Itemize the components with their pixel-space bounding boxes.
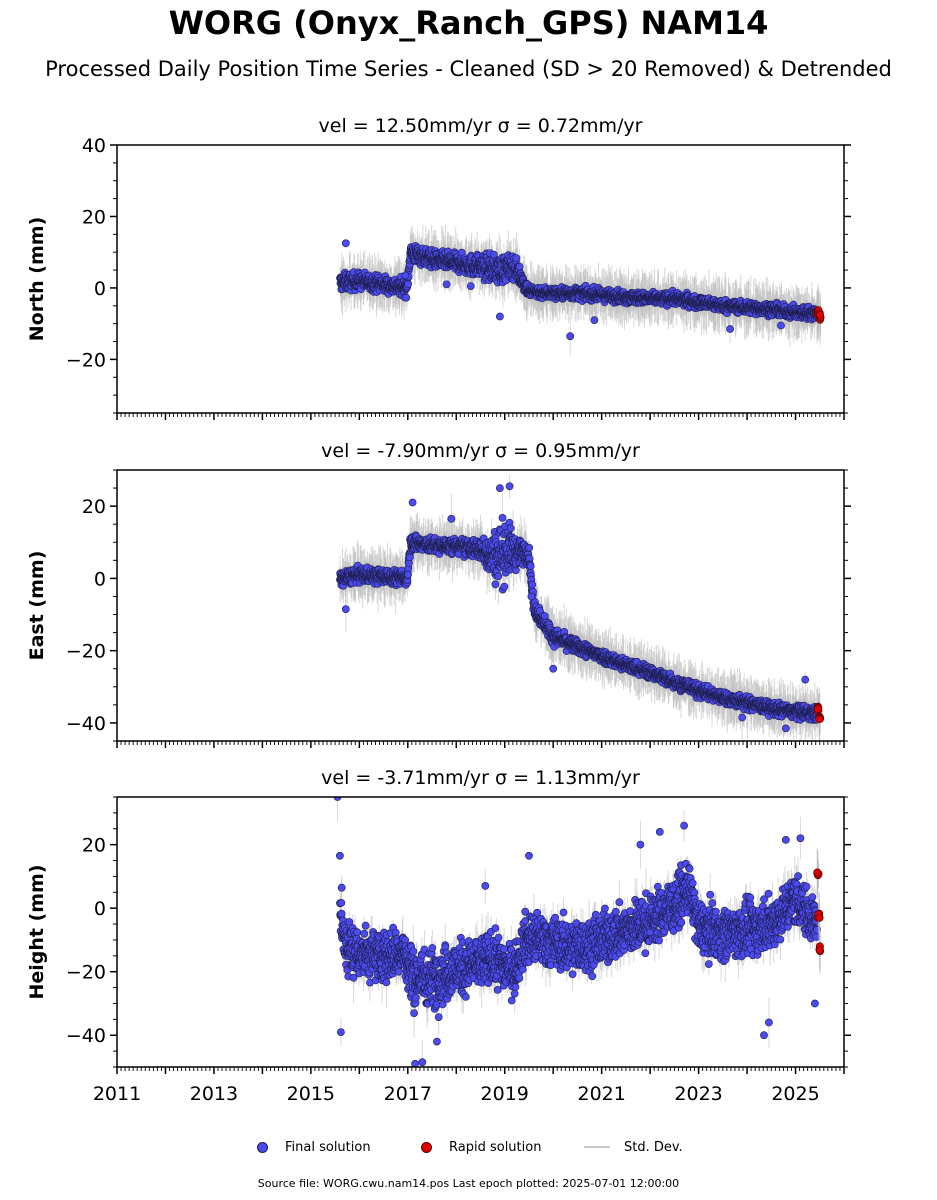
final-point xyxy=(777,321,785,330)
final-point xyxy=(515,262,524,271)
final-point xyxy=(566,332,575,341)
panel-north: vel = 12.50mm/yr σ = 0.72mm/yr North (mm)… xyxy=(26,115,851,420)
final-point xyxy=(726,325,734,333)
y-axis-label: North (mm) xyxy=(26,217,48,342)
panel-title: vel = 12.50mm/yr σ = 0.72mm/yr xyxy=(319,115,643,137)
plot-area xyxy=(336,474,825,741)
series-final xyxy=(336,224,822,355)
final-point xyxy=(495,312,504,321)
y-tick-label: −20 xyxy=(66,349,106,371)
final-point xyxy=(466,282,475,290)
y-tick-label: 20 xyxy=(82,206,106,228)
time-series-figure: vel = 12.50mm/yr σ = 0.72mm/yr North (mm)… xyxy=(26,115,851,1105)
series-final xyxy=(336,474,822,741)
final-points xyxy=(336,482,822,733)
rapid-points xyxy=(813,306,825,324)
y-axis-label: East (mm) xyxy=(26,551,48,661)
final-point xyxy=(404,280,412,288)
final-points xyxy=(336,239,822,341)
chart-subtitle: Processed Daily Position Time Series - C… xyxy=(45,57,892,81)
panel-title: vel = -7.90mm/yr σ = 0.95mm/yr xyxy=(321,440,640,462)
series-rapid xyxy=(813,283,825,345)
rapid-point xyxy=(816,310,824,319)
final-point xyxy=(590,316,599,324)
y-tick-label: 0 xyxy=(94,278,106,300)
plot-area xyxy=(336,224,825,355)
final-point xyxy=(442,280,451,289)
final-point xyxy=(402,293,411,302)
final-point xyxy=(512,254,521,262)
y-tick-label: 40 xyxy=(82,135,106,157)
chart-main-title: WORG (Onyx_Ranch_GPS) NAM14 xyxy=(168,4,769,42)
final-point xyxy=(401,271,410,280)
final-point xyxy=(341,239,350,248)
